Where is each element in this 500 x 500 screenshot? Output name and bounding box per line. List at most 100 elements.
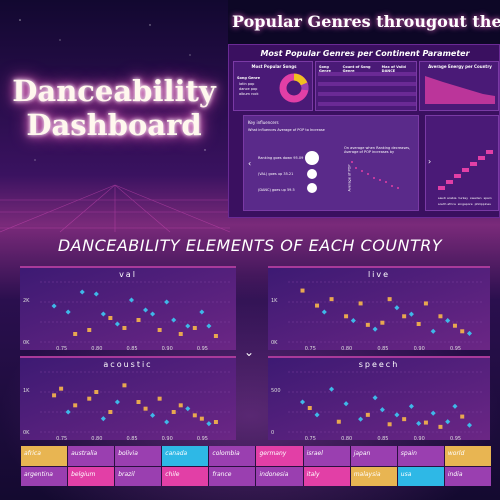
data-point [94,390,99,394]
data-point [108,316,113,320]
data-point [114,321,120,327]
data-point [416,322,421,326]
data-point [65,309,71,315]
chevron-down-icon[interactable]: ⌄ [243,345,255,359]
popular-songs-title: Most Popular Songs [251,64,297,69]
genres-banner: Popular Genres througout the [228,0,500,44]
x-tick-label: 0.90 [414,346,425,350]
x-tick-label: 0.75 [56,436,67,440]
data-point [143,307,149,313]
popular-songs-panel: Most Popular Songs Song Genre latin pop … [233,61,313,111]
country-italy[interactable]: italy [303,466,350,486]
country-brazil[interactable]: brazil [115,466,162,486]
country-india[interactable]: india [444,466,491,486]
data-point [73,403,78,408]
key-influencers-panel: Key influencers What influences Average … [243,115,419,211]
data-point [358,416,364,422]
chevron-right-icon: › [428,157,431,166]
data-point [164,419,170,425]
influencers-value: Increase [310,128,325,132]
data-point [65,409,71,415]
data-point [372,395,378,401]
data-point [178,403,183,408]
data-point [122,326,127,330]
data-point [150,412,156,418]
data-point [423,420,428,425]
country-colombia[interactable]: colombia [209,446,256,466]
dashboard-title-line2: Dashboard [26,108,202,142]
genre-table-header: Song Genre Count of Song Genre Max of Va… [319,65,415,73]
y-tick-label: 0K [23,430,30,436]
data-point [143,406,148,411]
report-title: Most Popular Genres per Continent Parame… [260,49,470,58]
country-japan[interactable]: japan [350,446,397,466]
data-point [466,330,473,336]
val-panel: 0K 2K 0.75 0.80 0.85 0.90 0.95 val [20,266,236,350]
data-point [100,311,106,317]
country-argentina[interactable]: argentina [21,466,68,486]
data-point [87,396,92,401]
genre-table-panel: Song Genre Count of Song Genre Max of Va… [315,61,417,111]
data-point [460,414,465,419]
data-point [185,406,191,412]
x-tick-label: 0.85 [377,436,388,440]
country-australia[interactable]: australia [68,446,115,466]
country-africa[interactable]: africa [21,446,68,466]
legend-title: Song Genre [237,76,260,80]
y-tick-label: 2K [23,298,30,304]
energy-title: Average Energy per Country [428,64,492,69]
data-point [402,314,407,319]
x-tick-label: 0.85 [126,436,137,440]
data-point [157,396,162,401]
country-chile[interactable]: chile [162,466,209,486]
data-point [114,399,120,405]
data-point [408,403,414,409]
x-tick-label: 0.80 [91,436,102,440]
data-point [379,407,385,413]
scatter-caption: On average when Ranking decreases, Avera… [344,146,411,154]
data-point [206,323,212,329]
energy-area-chart [425,76,495,104]
data-point [100,416,106,422]
data-point [51,303,57,309]
country-germany[interactable]: germany [256,446,303,466]
country-belgium[interactable]: belgium [68,466,115,486]
y-tick-label: 1K [23,388,30,394]
country-malaysia[interactable]: malaysia [350,466,397,486]
energy-cat-6: philippines [474,202,491,206]
country-israel[interactable]: israel [303,446,350,466]
val-title: val [119,270,137,279]
influencers-title: Key influencers [248,120,279,125]
country-france[interactable]: france [209,466,256,486]
data-point [430,410,436,416]
x-tick-label: 0.85 [126,346,137,350]
dashboard-title: Danceability Dashboard [8,74,220,142]
country-world[interactable]: world [444,446,491,466]
table-col-max: Max of Valid DANCE [381,65,406,73]
energy-panel: Average Energy per Country [419,61,499,111]
legend-item-2: dance pop [239,87,258,91]
data-point [299,399,306,405]
energy-cat-4: south africa [438,202,456,206]
data-point [343,401,349,407]
data-point [438,314,443,319]
x-tick-label: 0.95 [450,346,461,350]
energy-country-labels: saudi arabia turkey sweden spain south a… [438,196,498,206]
data-point [87,328,92,332]
data-point [387,297,392,302]
energy-cat-0: saudi arabia [438,196,457,200]
country-slicer: africa australia bolivia canada colombia… [21,446,491,486]
data-point [372,326,378,332]
country-bolivia[interactable]: bolivia [115,446,162,466]
x-tick-label: 0.90 [414,436,425,440]
country-spain[interactable]: spain [397,446,444,466]
genres-banner-text: Popular Genres througout the [232,12,500,31]
data-point [452,403,458,409]
data-point [79,289,85,295]
data-point [128,297,135,303]
country-indonesia[interactable]: indonesia [256,466,303,486]
x-tick-label: 0.75 [305,436,316,440]
country-canada[interactable]: canada [162,446,209,466]
country-usa[interactable]: usa [397,466,444,486]
x-tick-label: 0.80 [91,346,102,350]
